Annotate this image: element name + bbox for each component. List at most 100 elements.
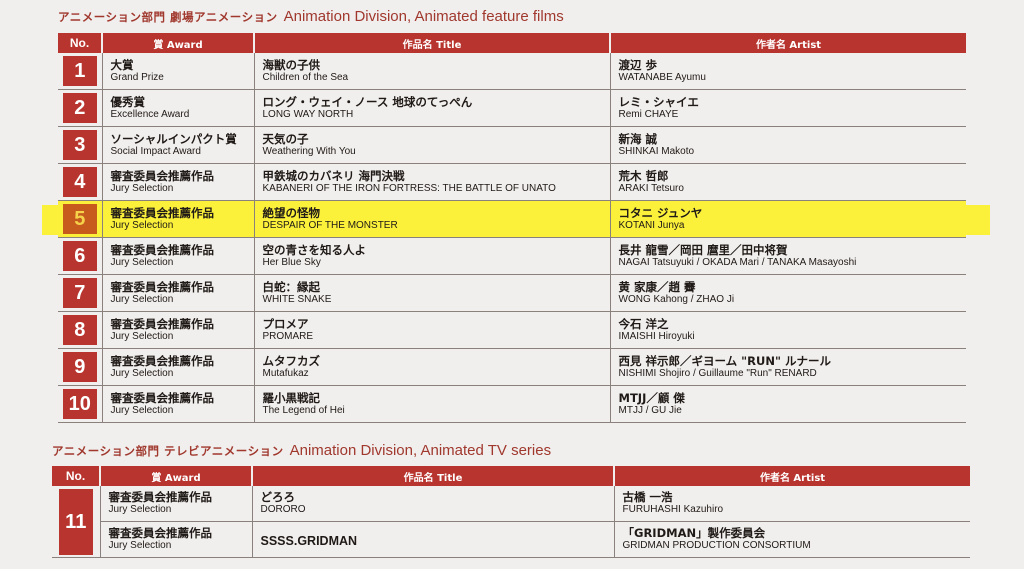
artist-en: ARAKI Tetsuro: [618, 182, 684, 194]
title-en: DORORO: [260, 504, 306, 516]
title-en: Children of the Sea: [262, 71, 349, 83]
award-jp: 大賞: [110, 57, 134, 72]
artist-cell: コタニ ジュンヤ KOTANI Junya: [609, 200, 966, 238]
artist-en: KOTANI Junya: [618, 219, 685, 231]
header-artist: 作者名 Artist: [614, 466, 970, 486]
award-cell: 審査委員会推薦作品 Jury Selection: [101, 163, 254, 201]
award-jp: 審査委員会推薦作品: [108, 526, 213, 541]
artist-cell: 荒木 哲郎 ARAKI Tetsuro: [609, 163, 966, 201]
title-en: KABANERI OF THE IRON FORTRESS: THE BATTL…: [262, 182, 556, 194]
title-jp: 海獣の子供: [262, 57, 321, 72]
title-cell: どろろ DORORO: [251, 486, 614, 522]
row-number-badge: 3: [62, 130, 97, 160]
artist-jp: 今石 洋之: [618, 316, 669, 331]
feature-films-table: No. 賞 Award 作品名 Title 作者名 Artist 1 大賞 Gra…: [58, 33, 966, 423]
title-jp: 絶望の怪物: [262, 205, 321, 220]
award-cell: 審査委員会推薦作品 Jury Selection: [99, 486, 252, 522]
table-row: 11 審査委員会推薦作品 Jury Selection どろろ DORORO 古橋 …: [52, 486, 970, 558]
award-cell: 大賞 Grand Prize: [101, 53, 254, 90]
header-no: No.: [52, 466, 101, 486]
artist-cell: 渡辺 歩 WATANABE Ayumu: [609, 53, 966, 90]
award-jp: ソーシャルインパクト賞: [110, 131, 237, 146]
award-en: Jury Selection: [110, 293, 174, 305]
artist-en: MTJJ / GU Jie: [618, 404, 682, 416]
artist-en: SHINKAI Makoto: [618, 145, 695, 157]
title-en: DESPAIR OF THE MONSTER: [262, 219, 398, 231]
award-jp: 審査委員会推薦作品: [110, 279, 215, 294]
award-en: Jury Selection: [110, 256, 174, 268]
artist-cell: MTJJ／顧 傑 MTJJ / GU Jie: [609, 385, 966, 423]
table-row-highlighted: 5 審査委員会推薦作品 Jury Selection 絶望の怪物 DESPAIR O…: [58, 200, 966, 238]
artist-en: WONG Kahong / ZHAO Ji: [618, 293, 735, 305]
title-en: Her Blue Sky: [262, 256, 321, 268]
table-row: 6 審査委員会推薦作品 Jury Selection 空の青さを知る人よ Her B…: [58, 237, 966, 275]
row-number-badge: 4: [62, 167, 97, 197]
artist-jp: 新海 誠: [618, 131, 658, 146]
artist-jp: MTJJ／顧 傑: [618, 390, 685, 405]
section-title-feature-films: アニメーション部門 劇場アニメーション Animation Division, A…: [58, 6, 564, 25]
artist-en: NISHIMI Shojiro / Guillaume "Run" RENARD: [618, 367, 817, 379]
award-en: Jury Selection: [108, 540, 172, 552]
header-award: 賞 Award: [100, 466, 253, 486]
table-row: 3 ソーシャルインパクト賞 Social Impact Award 天気の子 Wea…: [58, 126, 966, 164]
title-cell: 海獣の子供 Children of the Sea: [253, 53, 610, 90]
artist-cell: 黄 家康／趙 霽 WONG Kahong / ZHAO Ji: [609, 274, 966, 312]
award-cell: 審査委員会推薦作品 Jury Selection: [101, 385, 254, 423]
title-cell: プロメア PROMARE: [253, 311, 610, 349]
title-jp: 羅小黒戦記: [262, 390, 321, 405]
table-row: 4 審査委員会推薦作品 Jury Selection 甲鉄城のカバネリ 海門決戦 K…: [58, 163, 966, 201]
section-title-jp: アニメーション部門 劇場アニメーション: [58, 10, 278, 24]
award-jp: 審査委員会推薦作品: [110, 353, 215, 368]
artist-jp: 古橋 一浩: [622, 490, 673, 505]
award-en: Jury Selection: [110, 182, 174, 194]
artist-en: FURUHASHI Kazuhiro: [622, 504, 724, 516]
row-number-badge: 2: [62, 93, 97, 123]
award-jp: 審査委員会推薦作品: [110, 205, 215, 220]
artist-cell: 「GRIDMAN」製作委員会 GRIDMAN PRODUCTION CONSORT…: [613, 521, 970, 558]
artist-cell: レミ・シャイエ Remi CHAYE: [609, 89, 966, 127]
section-title-tv-series: アニメーション部門 テレビアニメーション Animation Division, …: [52, 440, 551, 459]
row-number-badge: 5: [62, 204, 97, 234]
award-en: Jury Selection: [110, 404, 174, 416]
title-jp: 甲鉄城のカバネリ 海門決戦: [262, 168, 405, 183]
title-jp: ロング・ウェイ・ノース 地球のてっぺん: [262, 94, 473, 109]
artist-jp: 渡辺 歩: [618, 57, 658, 72]
row-number-badge: 7: [62, 278, 97, 308]
header-artist: 作者名 Artist: [610, 33, 966, 53]
award-cell: 審査委員会推薦作品 Jury Selection: [101, 311, 254, 349]
artist-en: IMAISHI Hiroyuki: [618, 330, 695, 342]
artist-jp: 長井 龍雪／岡田 麿里／田中将賀: [618, 242, 788, 257]
award-cell: 審査委員会推薦作品 Jury Selection: [101, 237, 254, 275]
table-row: 7 審査委員会推薦作品 Jury Selection 白蛇：縁起 WHITE SNA…: [58, 274, 966, 312]
award-jp: 審査委員会推薦作品: [110, 390, 215, 405]
title-jp: 空の青さを知る人よ: [262, 242, 367, 257]
artist-jp: 西見 祥示郎／ギヨーム "RUN" ルナール: [618, 353, 831, 368]
title-cell: 絶望の怪物 DESPAIR OF THE MONSTER: [253, 200, 610, 238]
table-row: 1 大賞 Grand Prize 海獣の子供 Children of the Sea…: [58, 53, 966, 90]
artist-en: NAGAI Tatsuyuki / OKADA Mari / TANAKA Ma…: [618, 256, 857, 268]
award-en: Jury Selection: [108, 504, 172, 516]
artist-cell: 新海 誠 SHINKAI Makoto: [609, 126, 966, 164]
award-jp: 審査委員会推薦作品: [110, 316, 215, 331]
row-number-badge: 8: [62, 315, 97, 345]
award-cell: 審査委員会推薦作品 Jury Selection: [101, 348, 254, 386]
award-jp: 審査委員会推薦作品: [110, 168, 215, 183]
title-en: SSSS.GRIDMAN: [260, 533, 358, 548]
row-number-badge: 11: [58, 488, 93, 555]
tv-series-table: No. 賞 Award 作品名 Title 作者名 Artist 11 審査委員…: [52, 466, 970, 558]
title-cell: 天気の子 Weathering With You: [253, 126, 610, 164]
table-row: 8 審査委員会推薦作品 Jury Selection プロメア PROMARE 今石…: [58, 311, 966, 349]
header-award: 賞 Award: [102, 33, 255, 53]
artist-cell: 古橋 一浩 FURUHASHI Kazuhiro: [613, 486, 970, 522]
title-en: WHITE SNAKE: [262, 293, 332, 305]
header-no: No.: [58, 33, 103, 53]
header-title: 作品名 Title: [254, 33, 611, 53]
award-jp: 優秀賞: [110, 94, 146, 109]
artist-cell: 今石 洋之 IMAISHI Hiroyuki: [609, 311, 966, 349]
title-en: PROMARE: [262, 330, 314, 342]
title-cell: 白蛇：縁起 WHITE SNAKE: [253, 274, 610, 312]
award-cell: 審査委員会推薦作品 Jury Selection: [99, 521, 252, 558]
title-jp: どろろ: [260, 490, 296, 505]
title-cell: 甲鉄城のカバネリ 海門決戦 KABANERI OF THE IRON FORTRE…: [253, 163, 610, 201]
header-title: 作品名 Title: [252, 466, 615, 486]
